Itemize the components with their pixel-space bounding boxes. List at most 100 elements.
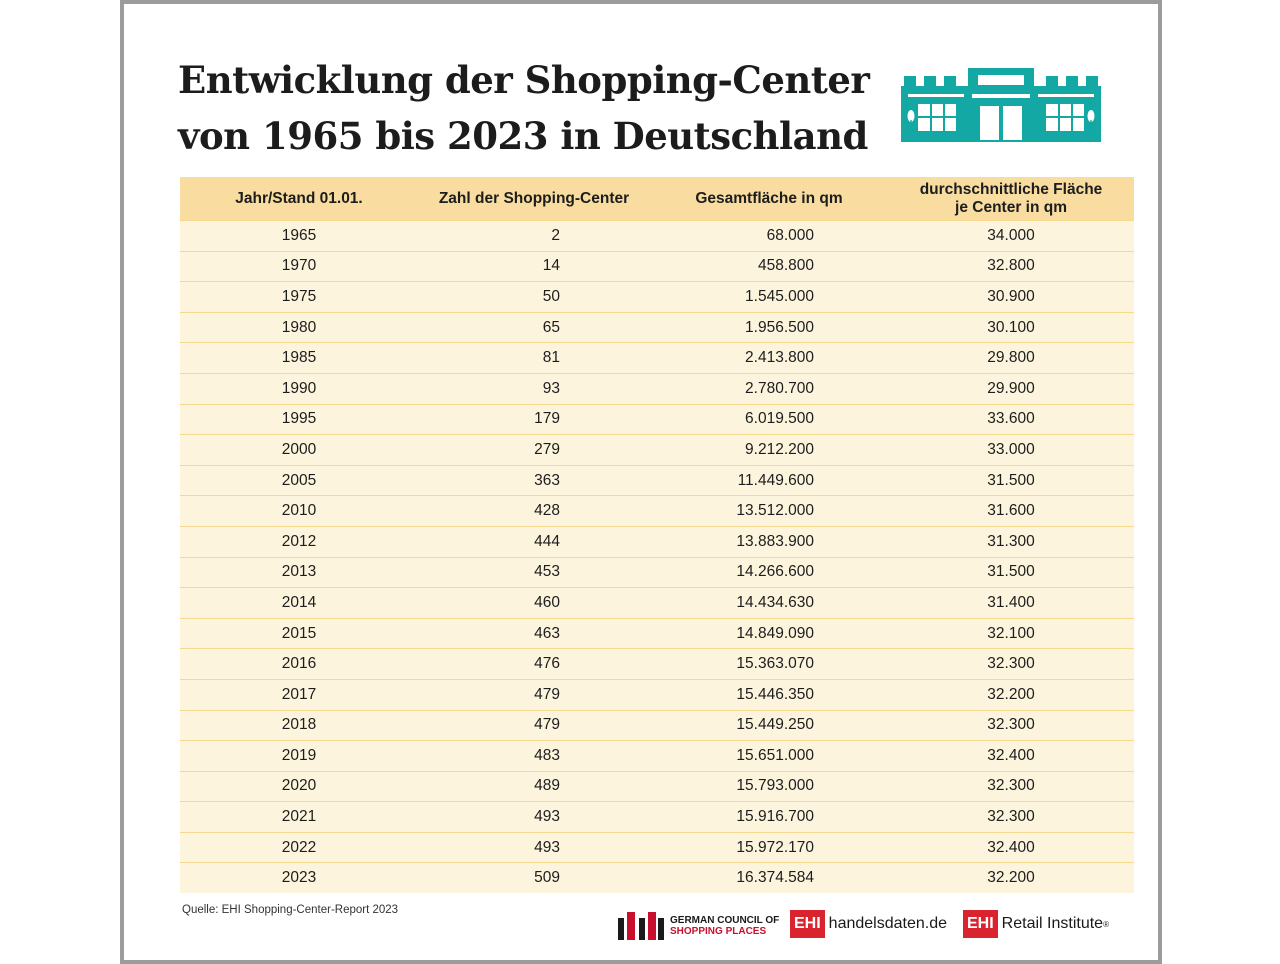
gcsp-logo-mark-icon	[618, 912, 664, 940]
cell-total-area: 15.793.000	[650, 770, 888, 802]
table-row: 1980 65 1.956.500 30.100	[180, 311, 1134, 343]
table-row: 1985 81 2.413.800 29.800	[180, 342, 1134, 374]
cell-total-area: 1.545.000	[650, 281, 888, 313]
cell-year: 2017	[180, 678, 418, 710]
cell-year: 2020	[180, 770, 418, 802]
page-title: Entwicklung der Shopping-Center von 1965…	[178, 52, 878, 164]
cell-year: 2010	[180, 495, 418, 527]
cell-average-area: 31.300	[888, 525, 1134, 558]
cell-count: 479	[418, 709, 650, 741]
cell-count: 179	[418, 403, 650, 435]
cell-year: 1975	[180, 281, 418, 313]
column-header-average-area-line1: durchschnittliche Fläche je Center in qm	[919, 180, 1103, 216]
cell-total-area: 9.212.200	[650, 434, 888, 466]
cell-count: 453	[418, 556, 650, 588]
table-row: 2023 509 16.374.584 32.200	[180, 862, 1134, 894]
retail-institute-logo-box: EHI	[963, 910, 998, 938]
table-row: 2000 279 9.212.200 33.000	[180, 434, 1134, 466]
cell-total-area: 14.434.630	[650, 587, 888, 619]
table-row: 2016 476 15.363.070 32.300	[180, 648, 1134, 680]
cell-count: 489	[418, 770, 650, 802]
cell-total-area: 16.374.584	[650, 862, 888, 894]
retail-institute-logo-word: Retail Institute	[1001, 915, 1104, 932]
cell-average-area: 31.500	[888, 464, 1134, 496]
cell-average-area: 32.400	[888, 740, 1134, 772]
cell-total-area: 15.916.700	[650, 801, 888, 833]
table-row: 1990 93 2.780.700 29.900	[180, 372, 1134, 405]
cell-total-area: 11.449.600	[650, 464, 888, 496]
table-row: 2005 363 11.449.600 31.500	[180, 464, 1134, 496]
cell-average-area: 31.500	[888, 556, 1134, 588]
cell-count: 463	[418, 617, 650, 649]
table-row: 2021 493 15.916.700 32.300	[180, 801, 1134, 833]
cell-year: 2005	[180, 464, 418, 496]
column-header-count: Zahl der Shopping-Center	[418, 177, 650, 221]
handelsdaten-logo-word: handelsdaten.de	[828, 915, 947, 932]
cell-year: 1965	[180, 220, 418, 252]
handelsdaten-logo: EHI handelsdaten.de	[790, 910, 947, 938]
cell-total-area: 458.800	[650, 250, 888, 282]
cell-average-area: 29.800	[888, 342, 1134, 374]
cell-year: 2018	[180, 709, 418, 741]
cell-count: 2	[418, 220, 650, 252]
cell-total-area: 15.972.170	[650, 831, 888, 863]
cell-average-area: 32.400	[888, 831, 1134, 863]
gcsp-logo-line2: SHOPPING PLACES	[670, 926, 767, 937]
cell-total-area: 13.883.900	[650, 525, 888, 558]
cell-total-area: 14.266.600	[650, 556, 888, 588]
column-header-average-area: durchschnittliche Fläche je Center in qm	[888, 177, 1134, 221]
cell-count: 493	[418, 801, 650, 833]
cell-count: 363	[418, 464, 650, 496]
cell-count: 14	[418, 250, 650, 282]
cell-total-area: 14.849.090	[650, 617, 888, 649]
title-line-1: Entwicklung der Shopping-Center	[178, 58, 870, 102]
cell-year: 2023	[180, 862, 418, 894]
table-row: 2017 479 15.446.350 32.200	[180, 678, 1134, 710]
cell-total-area: 15.363.070	[650, 648, 888, 680]
table-row: 1965 2 68.000 34.000	[180, 220, 1134, 252]
cell-count: 428	[418, 495, 650, 527]
cell-count: 444	[418, 525, 650, 558]
table-row: 1975 50 1.545.000 30.900	[180, 281, 1134, 313]
cell-total-area: 13.512.000	[650, 495, 888, 527]
cell-average-area: 30.900	[888, 281, 1134, 313]
cell-year: 2021	[180, 801, 418, 833]
table-body: 1965 2 68.000 34.000 1970 14 458.800 32.800 1975…	[180, 220, 1134, 894]
table-row: 1970 14 458.800 32.800	[180, 250, 1134, 282]
cell-year: 2016	[180, 648, 418, 680]
gcsp-logo-text: GERMAN COUNCIL OF SHOPPING PLACES	[670, 915, 779, 937]
cell-average-area: 32.300	[888, 648, 1134, 680]
cell-year: 1990	[180, 372, 418, 405]
cell-count: 493	[418, 831, 650, 863]
table-row: 2015 463 14.849.090 32.100	[180, 617, 1134, 649]
cell-total-area: 6.019.500	[650, 403, 888, 435]
cell-total-area: 15.449.250	[650, 709, 888, 741]
cell-average-area: 33.600	[888, 403, 1134, 435]
table-row: 2014 460 14.434.630 31.400	[180, 587, 1134, 619]
cell-average-area: 32.200	[888, 862, 1134, 894]
cell-average-area: 32.100	[888, 617, 1134, 649]
cell-count: 81	[418, 342, 650, 374]
cell-year: 1970	[180, 250, 418, 282]
gcsp-logo-line1: GERMAN COUNCIL OF	[670, 915, 780, 926]
cell-year: 2013	[180, 556, 418, 588]
cell-year: 2014	[180, 587, 418, 619]
cell-year: 1995	[180, 403, 418, 435]
cell-average-area: 34.000	[888, 220, 1134, 252]
cell-count: 509	[418, 862, 650, 894]
shopping-center-table: Jahr/Stand 01.01. Zahl der Shopping-Cent…	[180, 177, 1134, 894]
column-header-total-area: Gesamtfläche in qm	[650, 177, 888, 221]
cell-year: 1985	[180, 342, 418, 374]
cell-count: 460	[418, 587, 650, 619]
table-row: 2010 428 13.512.000 31.600	[180, 495, 1134, 527]
table-row: 1995 179 6.019.500 33.600	[180, 403, 1134, 435]
cell-count: 65	[418, 311, 650, 343]
cell-year: 2000	[180, 434, 418, 466]
cell-total-area: 15.446.350	[650, 678, 888, 710]
cell-average-area: 31.600	[888, 495, 1134, 527]
cell-total-area: 1.956.500	[650, 311, 888, 343]
shopping-center-building-icon	[901, 68, 1101, 142]
cell-count: 476	[418, 648, 650, 680]
cell-year: 2012	[180, 525, 418, 558]
registered-mark: ®	[1103, 919, 1109, 929]
